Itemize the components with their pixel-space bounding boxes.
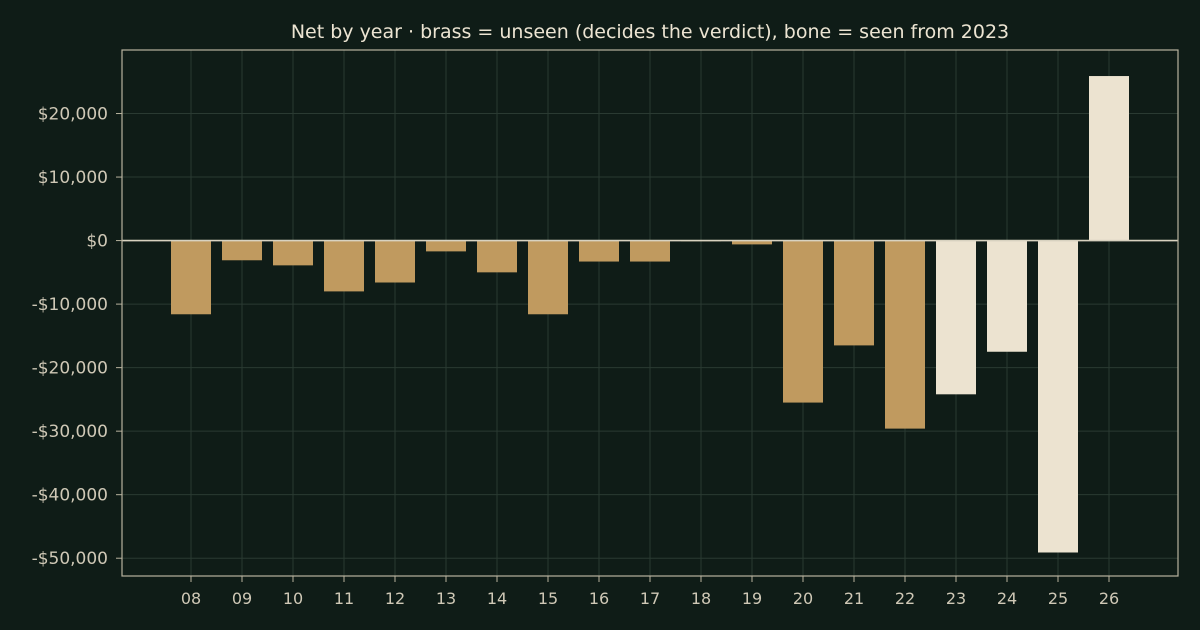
- bar-09: [222, 240, 262, 261]
- y-tick-label: $0: [86, 232, 108, 252]
- bar-08: [171, 240, 211, 315]
- bar-13: [426, 240, 466, 252]
- x-tick-label: 12: [385, 589, 405, 608]
- x-tick-label: 24: [997, 589, 1017, 608]
- axes: [116, 49, 1179, 582]
- bar-15: [528, 240, 568, 315]
- bar-10: [273, 240, 313, 266]
- bar-20: [783, 240, 823, 403]
- bar-19: [732, 240, 772, 245]
- bars: [171, 76, 1129, 553]
- y-tick-label: -$40,000: [32, 486, 108, 506]
- y-tick-label: $10,000: [38, 168, 108, 188]
- x-tick-label: 21: [844, 589, 864, 608]
- y-tick-label: -$10,000: [32, 295, 108, 315]
- bar-25: [1038, 240, 1078, 553]
- bar-17: [630, 240, 670, 262]
- bar-14: [477, 240, 517, 273]
- x-tick-label: 16: [589, 589, 609, 608]
- bar-12: [375, 240, 415, 283]
- x-tick-label: 13: [436, 589, 456, 608]
- x-tick-label: 14: [487, 589, 507, 608]
- x-tick-label: 22: [895, 589, 915, 608]
- x-tick-label: 26: [1099, 589, 1119, 608]
- y-tick-labels: $20,000 $10,000 $0 -$10,000 -$20,000 -$30,000…: [32, 105, 108, 570]
- y-tick-label: -$30,000: [32, 422, 108, 442]
- bar-16: [579, 240, 619, 262]
- y-tick-label: -$50,000: [32, 549, 108, 569]
- x-tick-label: 08: [181, 589, 201, 608]
- x-tick-label: 19: [742, 589, 762, 608]
- x-tick-label: 10: [283, 589, 303, 608]
- x-tick-labels: 08 09 10 11 12 13 14 15 16 17 18 19 20 21 22 23 24 25 26: [181, 589, 1119, 608]
- bar-24: [987, 240, 1027, 352]
- y-tick-label: $20,000: [38, 105, 108, 125]
- bar-11: [324, 240, 364, 292]
- x-tick-label: 15: [538, 589, 558, 608]
- y-tick-label: -$20,000: [32, 359, 108, 379]
- chart-title: Net by year · brass = unseen (decides th…: [291, 21, 1009, 43]
- x-tick-label: 09: [232, 589, 252, 608]
- x-tick-label: 11: [334, 589, 354, 608]
- plot-frame: [121, 49, 1179, 577]
- x-tick-label: 17: [640, 589, 660, 608]
- bar-21: [834, 240, 874, 346]
- bar-26: [1089, 76, 1129, 241]
- x-tick-label: 20: [793, 589, 813, 608]
- bar-22: [885, 240, 925, 429]
- bar-23: [936, 240, 976, 395]
- x-tick-label: 18: [691, 589, 711, 608]
- x-tick-label: 25: [1048, 589, 1068, 608]
- x-tick-label: 23: [946, 589, 966, 608]
